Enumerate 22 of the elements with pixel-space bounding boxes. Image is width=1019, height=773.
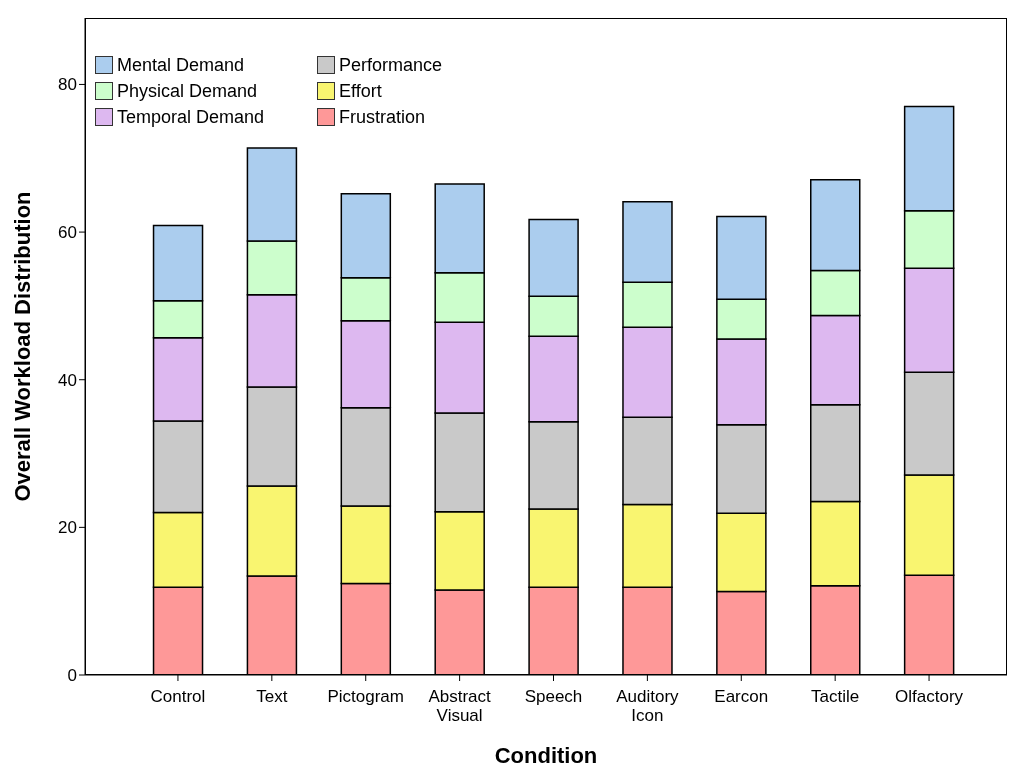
legend-label: Mental Demand [117, 54, 245, 76]
x-tick-label: Earcon [714, 687, 769, 707]
legend-label: Performance [339, 54, 443, 76]
x-tick-label: Text [256, 687, 288, 707]
x-tick-label: Speech [524, 687, 583, 707]
legend-label: Temporal Demand [117, 106, 265, 128]
x-axis-title: Condition [494, 743, 598, 768]
x-tick-label: Control [150, 687, 206, 707]
x-tick-label: Abstract Visual [428, 687, 492, 725]
x-tick-label: Olfactory [895, 687, 964, 707]
legend-label: Frustration [339, 106, 426, 128]
y-tick-label: 80 [58, 75, 77, 95]
y-tick-label: 60 [58, 223, 77, 243]
x-tick-label: Pictogram [327, 687, 404, 707]
y-tick-label: 40 [58, 370, 77, 390]
y-axis-title: Overall Workload Distribution [9, 191, 35, 502]
y-tick-label: 20 [58, 518, 77, 538]
y-tick-label: 0 [67, 666, 77, 686]
legend-label: Effort [339, 80, 382, 102]
x-tick-label: Auditory Icon [616, 687, 680, 725]
legend-label: Physical Demand [117, 80, 258, 102]
x-tick-label: Tactile [811, 687, 860, 707]
